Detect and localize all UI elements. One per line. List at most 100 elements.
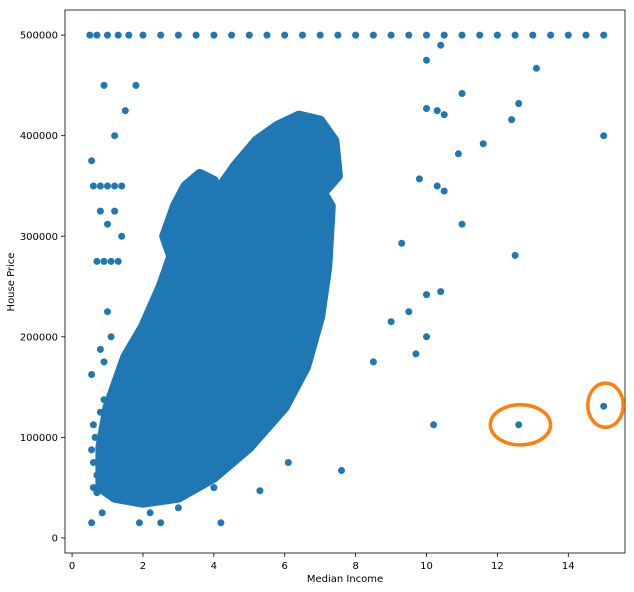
data-point <box>157 31 165 39</box>
x-tick-label: 14 <box>562 561 575 572</box>
data-point <box>398 239 406 247</box>
data-point <box>104 31 111 39</box>
data-point <box>547 31 555 39</box>
data-point <box>281 31 289 39</box>
data-point <box>458 220 466 228</box>
x-tick-label: 6 <box>282 561 288 572</box>
data-point <box>415 175 423 183</box>
data-point <box>100 396 108 404</box>
data-point <box>228 31 236 39</box>
x-tick-label: 12 <box>491 561 504 572</box>
data-point <box>125 31 133 39</box>
data-point <box>284 459 292 466</box>
x-tick-label: 8 <box>352 561 358 572</box>
x-tick-label: 10 <box>420 561 433 572</box>
data-point <box>479 140 487 148</box>
data-point <box>412 350 420 358</box>
x-tick-label: 0 <box>69 561 75 572</box>
data-point <box>210 31 218 39</box>
data-point <box>430 421 438 429</box>
data-point <box>96 345 104 353</box>
data-point <box>600 31 608 39</box>
data-point <box>515 421 523 429</box>
data-point <box>118 232 126 240</box>
y-axis-ticks: 0 100000 200000 300000 400000 500000 <box>20 31 65 544</box>
data-point <box>89 484 97 492</box>
data-point <box>334 31 342 39</box>
data-point <box>564 31 572 39</box>
data-point <box>157 519 165 527</box>
data-point <box>114 257 122 265</box>
data-point <box>93 489 101 497</box>
data-point <box>217 519 225 527</box>
data-point <box>423 333 430 341</box>
data-point <box>600 402 608 410</box>
point-cloud-region <box>208 110 343 201</box>
data-point <box>98 509 106 517</box>
data-point <box>114 31 122 39</box>
data-point <box>387 318 395 326</box>
y-tick-label: 400000 <box>20 131 58 142</box>
data-point <box>88 446 96 454</box>
data-point <box>511 31 519 39</box>
data-point <box>96 408 104 416</box>
data-point <box>118 182 126 190</box>
data-point <box>88 519 96 527</box>
data-point <box>433 182 441 190</box>
point-cloud-region <box>99 211 301 498</box>
x-tick-label: 2 <box>140 561 146 572</box>
data-point <box>600 132 608 140</box>
data-point <box>515 100 523 107</box>
data-point <box>493 31 501 39</box>
data-point <box>132 81 140 89</box>
data-point <box>338 467 345 474</box>
data-point <box>423 291 430 299</box>
data-point <box>121 107 129 115</box>
annotation-circles <box>488 381 625 447</box>
data-point <box>352 31 360 39</box>
annotation-ellipse <box>488 402 553 447</box>
data-point <box>454 150 462 158</box>
data-point <box>369 358 377 366</box>
data-point <box>89 459 97 466</box>
data-points <box>86 31 608 527</box>
data-point <box>437 41 445 49</box>
data-point <box>440 187 448 195</box>
data-point <box>107 257 115 265</box>
data-point <box>437 288 445 296</box>
data-point <box>263 31 271 39</box>
data-point <box>100 81 108 89</box>
point-cloud <box>95 110 343 508</box>
data-point <box>405 308 413 316</box>
data-point <box>458 90 466 97</box>
data-point <box>111 207 119 215</box>
point-cloud-region <box>159 168 219 272</box>
data-point <box>529 31 537 39</box>
data-point <box>104 220 111 228</box>
data-point <box>88 371 96 378</box>
data-point <box>192 31 200 39</box>
data-point <box>387 31 395 39</box>
data-point <box>256 487 264 495</box>
data-point <box>245 31 253 39</box>
data-point <box>405 31 413 39</box>
data-point <box>440 31 448 39</box>
data-point <box>174 504 182 512</box>
data-point <box>423 56 430 64</box>
data-point <box>139 31 147 39</box>
data-point <box>423 105 430 112</box>
y-axis-label: House Price <box>6 253 17 312</box>
data-point <box>86 31 94 39</box>
data-point <box>107 333 115 341</box>
data-point <box>299 31 306 39</box>
data-point <box>174 31 182 39</box>
data-point <box>111 132 119 140</box>
data-point <box>96 182 104 190</box>
data-point <box>423 31 430 39</box>
y-tick-label: 200000 <box>20 332 58 343</box>
data-point <box>111 182 119 190</box>
data-point <box>91 433 99 441</box>
data-point <box>316 31 324 39</box>
data-point <box>89 182 97 190</box>
